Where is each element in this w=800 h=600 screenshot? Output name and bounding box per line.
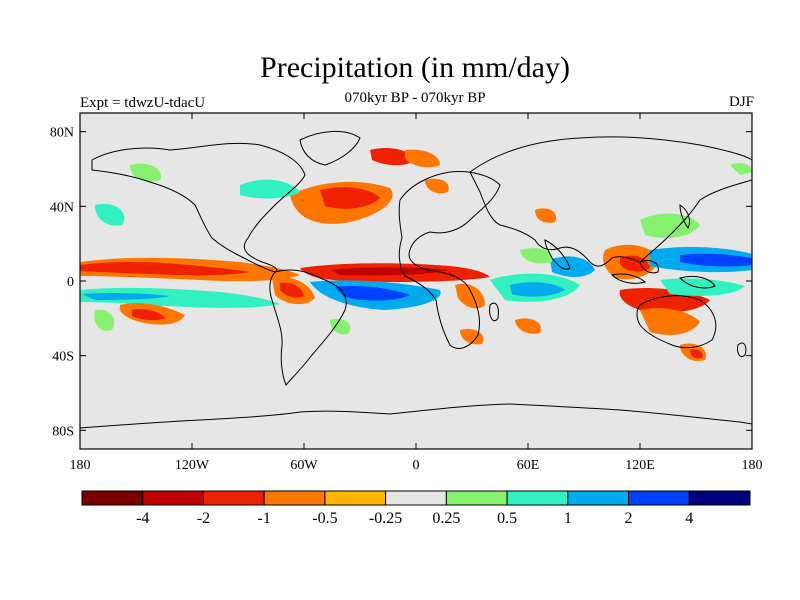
lon-tick-label: 180 xyxy=(742,458,763,473)
coastline-japan xyxy=(679,204,691,229)
lat-tick-label: 40N xyxy=(50,200,74,215)
longitude-axis: 180 120W 60W 0 60E 120E 180 xyxy=(70,113,763,473)
coastline-new-zealand xyxy=(737,342,747,358)
colorbar-box xyxy=(445,490,508,506)
colorbar-label: 4 xyxy=(685,510,693,527)
lon-tick-label: 120E xyxy=(625,458,655,473)
anomaly-patch xyxy=(550,256,595,277)
anomaly-patch xyxy=(680,253,752,267)
coastline-greenland xyxy=(299,130,361,166)
coastline-madagascar xyxy=(489,302,499,322)
anomaly-patch xyxy=(515,318,541,334)
anomaly-patch xyxy=(730,162,752,175)
anomaly-patch xyxy=(82,292,170,300)
anomaly-patch xyxy=(280,282,304,298)
coastline-new-guinea xyxy=(679,275,716,289)
anomaly-patch xyxy=(94,309,115,331)
anomaly-patch xyxy=(80,287,280,308)
colorbar-box xyxy=(628,490,690,506)
anomaly-field xyxy=(80,148,752,362)
colorbar-label: 0.5 xyxy=(497,510,517,527)
lon-tick-label: 0 xyxy=(413,458,420,473)
lat-tick-label: 40S xyxy=(52,350,74,365)
coastline-borneo xyxy=(639,259,659,274)
chart-title: Precipitation (in mm/day) xyxy=(260,51,570,84)
coastline-australia xyxy=(636,295,717,349)
anomaly-patch xyxy=(660,278,745,296)
colorbar: -4 -2 -1 -0.5 -0.25 0.25 0.5 1 2 4 xyxy=(81,490,751,527)
lat-tick-label: 80S xyxy=(52,424,74,439)
colorbar-box xyxy=(324,490,387,506)
anomaly-patch xyxy=(520,248,553,264)
anomaly-patch xyxy=(690,349,703,359)
coastlines xyxy=(80,130,752,429)
colorbar-label: -0.5 xyxy=(312,510,337,527)
colorbar-label: 1 xyxy=(564,510,572,527)
coastline-sumatra-java xyxy=(611,273,647,284)
anomaly-patch xyxy=(405,149,440,168)
lon-tick-label: 180 xyxy=(70,458,91,473)
season-label: DJF xyxy=(728,94,754,110)
anomaly-patch xyxy=(455,283,485,309)
anomaly-patch xyxy=(95,203,125,226)
colorbar-label: 2 xyxy=(625,510,633,527)
coastline-india xyxy=(544,239,571,270)
anomaly-patch xyxy=(535,208,557,223)
colorbar-box xyxy=(202,490,265,506)
coastline-north-america xyxy=(91,142,306,273)
anomaly-patch xyxy=(330,319,351,335)
latitude-axis: 80N 40N 0 40S 80S xyxy=(50,126,752,439)
anomaly-patch xyxy=(460,328,484,345)
colorbar-box xyxy=(263,490,326,506)
lat-tick-label: 0 xyxy=(67,275,74,290)
colorbar-label: -1 xyxy=(258,510,271,527)
colorbar-box xyxy=(567,490,630,506)
anomaly-patch xyxy=(335,285,410,301)
colorbar-box xyxy=(385,490,447,506)
lat-tick-label: 80N xyxy=(50,126,74,141)
lon-tick-label: 120W xyxy=(175,458,210,473)
experiment-label: Expt = tdwzU-tdacU xyxy=(80,95,206,111)
coastline-europe-africa xyxy=(398,171,501,349)
colorbar-label: -2 xyxy=(197,510,210,527)
anomaly-patch xyxy=(240,179,300,199)
anomaly-patch xyxy=(425,178,449,194)
colorbar-label: 0.25 xyxy=(432,510,460,527)
anomaly-patch xyxy=(132,308,166,321)
coastline-antarctica xyxy=(80,403,752,429)
anomaly-patch xyxy=(130,163,161,182)
lon-tick-label: 60E xyxy=(517,458,540,473)
anomaly-patch xyxy=(510,282,565,297)
coastline-south-america xyxy=(269,269,347,386)
colorbar-box xyxy=(688,490,751,506)
anomaly-patch xyxy=(640,308,700,335)
anomaly-patch xyxy=(80,262,250,276)
anomaly-patch xyxy=(370,148,415,166)
coastline-asia xyxy=(469,136,752,267)
lon-tick-label: 60W xyxy=(290,458,318,473)
anomaly-patch xyxy=(330,267,450,276)
colorbar-label: -4 xyxy=(136,510,149,527)
chart-subtitle: 070kyr BP - 070kyr BP xyxy=(344,90,486,106)
colorbar-box xyxy=(81,490,144,506)
colorbar-box xyxy=(506,490,569,506)
colorbar-label: -0.25 xyxy=(369,510,402,527)
anomaly-patch xyxy=(320,187,380,209)
colorbar-box xyxy=(142,490,204,506)
